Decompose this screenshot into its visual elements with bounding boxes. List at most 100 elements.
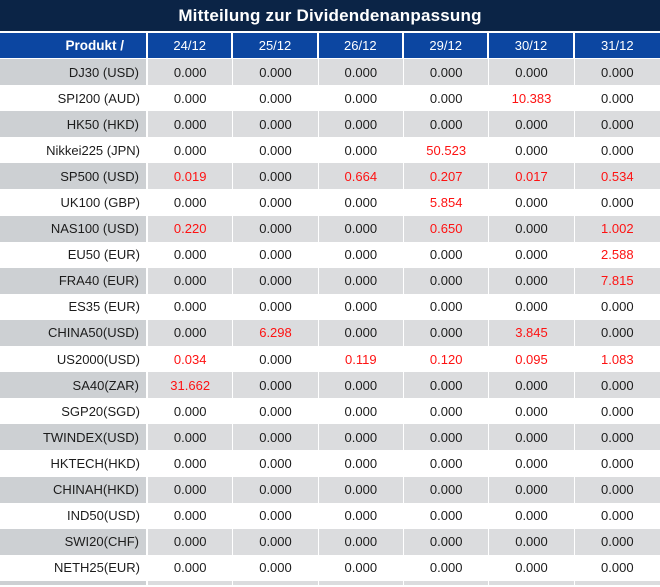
table-row: SA40(ZAR) 31.662 0.000 0.000 0.000 0.000 0.000 bbox=[0, 372, 660, 399]
date-column-header: 31/12 bbox=[574, 33, 660, 58]
cutoff-value-segment bbox=[574, 580, 660, 585]
value-cell: 0.207 bbox=[404, 163, 490, 190]
table-row: Nikkei225 (JPN) 0.000 0.000 0.000 50.523 0.00… bbox=[0, 137, 660, 164]
value-cell: 0.000 bbox=[318, 215, 404, 242]
value-cell: 6.298 bbox=[233, 319, 319, 347]
value-cell: 0.000 bbox=[318, 372, 404, 399]
value-cell: 0.000 bbox=[318, 59, 404, 86]
value-cell: 0.017 bbox=[489, 163, 575, 190]
value-cell: 0.000 bbox=[404, 424, 490, 451]
table-row: DJ30 (USD) 0.000 0.000 0.000 0.000 0.000 0.000 bbox=[0, 59, 660, 86]
value-cell: 0.000 bbox=[318, 424, 404, 451]
value-cell: 5.854 bbox=[404, 189, 490, 216]
value-cell: 0.000 bbox=[233, 267, 319, 294]
value-cell: 0.000 bbox=[489, 554, 575, 581]
value-cell: 0.000 bbox=[148, 111, 234, 138]
value-cell: 0.000 bbox=[404, 111, 490, 138]
table-row: UK100 (GBP) 0.000 0.000 0.000 5.854 0.000 0.00… bbox=[0, 189, 660, 216]
table-row: HKTECH(HKD) 0.000 0.000 0.000 0.000 0.000 0.00… bbox=[0, 450, 660, 477]
value-cell: 0.000 bbox=[318, 111, 404, 138]
value-cell: 0.000 bbox=[489, 189, 575, 216]
product-cell: CHINA50(USD) bbox=[0, 319, 148, 347]
title-bar: Mitteilung zur Dividendenanpassung bbox=[0, 0, 660, 33]
value-cell: 0.000 bbox=[233, 398, 319, 425]
value-cell: 0.000 bbox=[233, 137, 319, 164]
value-cell: 0.000 bbox=[233, 424, 319, 451]
value-cell: 0.220 bbox=[148, 215, 234, 242]
date-column-header: 30/12 bbox=[489, 33, 575, 58]
value-cell: 0.000 bbox=[489, 476, 575, 503]
value-cell: 0.000 bbox=[489, 59, 575, 86]
value-cell: 0.000 bbox=[404, 554, 490, 581]
table-row: SPI200 (AUD) 0.000 0.000 0.000 0.000 10.383 0.… bbox=[0, 85, 660, 112]
value-cell: 0.000 bbox=[574, 398, 660, 425]
table-row: CHINAH(HKD) 0.000 0.000 0.000 0.000 0.000 0.00… bbox=[0, 476, 660, 503]
value-cell: 0.000 bbox=[318, 554, 404, 581]
value-cell: 1.002 bbox=[574, 215, 660, 242]
value-cell: 0.000 bbox=[574, 137, 660, 164]
value-cell: 0.000 bbox=[148, 189, 234, 216]
product-cell: IND50(USD) bbox=[0, 502, 148, 529]
table-row: HK50 (HKD) 0.000 0.000 0.000 0.000 0.000 0.000 bbox=[0, 111, 660, 138]
value-cell: 0.000 bbox=[233, 241, 319, 268]
value-cell: 0.000 bbox=[404, 476, 490, 503]
value-cell: 0.000 bbox=[404, 372, 490, 399]
value-cell: 0.000 bbox=[404, 267, 490, 294]
value-cell: 0.000 bbox=[233, 215, 319, 242]
value-cell: 0.000 bbox=[489, 111, 575, 138]
value-cell: 0.000 bbox=[148, 424, 234, 451]
value-cell: 0.000 bbox=[148, 450, 234, 477]
value-cell: 0.000 bbox=[148, 554, 234, 581]
value-cell: 0.000 bbox=[233, 163, 319, 190]
value-cell: 0.000 bbox=[233, 85, 319, 112]
value-cell: 50.523 bbox=[404, 137, 490, 164]
value-cell: 0.000 bbox=[404, 502, 490, 529]
value-cell: 0.000 bbox=[489, 450, 575, 477]
value-cell: 0.000 bbox=[574, 528, 660, 555]
value-cell: 0.000 bbox=[489, 215, 575, 242]
value-cell: 0.000 bbox=[148, 476, 234, 503]
value-cell: 1.083 bbox=[574, 346, 660, 373]
value-cell: 3.845 bbox=[489, 319, 575, 347]
value-cell: 0.000 bbox=[318, 137, 404, 164]
table-row: SGP20(SGD) 0.000 0.000 0.000 0.000 0.000 0.000 bbox=[0, 398, 660, 425]
value-cell: 0.000 bbox=[318, 293, 404, 320]
value-cell: 0.000 bbox=[574, 502, 660, 529]
table-row: TWINDEX(USD) 0.000 0.000 0.000 0.000 0.000 0.0… bbox=[0, 424, 660, 451]
value-cell: 0.000 bbox=[489, 528, 575, 555]
value-cell: 0.664 bbox=[318, 163, 404, 190]
cutoff-value-segment bbox=[318, 580, 404, 585]
value-cell: 0.000 bbox=[318, 450, 404, 477]
cutoff-value-segment bbox=[233, 580, 319, 585]
value-cell: 0.000 bbox=[574, 85, 660, 112]
value-cell: 0.000 bbox=[489, 424, 575, 451]
date-column-header: 26/12 bbox=[318, 33, 404, 58]
value-cell: 0.000 bbox=[148, 528, 234, 555]
value-cell: 0.000 bbox=[318, 528, 404, 555]
value-cell: 0.119 bbox=[318, 346, 404, 373]
table-row: NAS100 (USD) 0.220 0.000 0.000 0.650 0.000 1.0… bbox=[0, 215, 660, 242]
value-cell: 0.000 bbox=[574, 554, 660, 581]
product-cell: UK100 (GBP) bbox=[0, 189, 148, 216]
value-cell: 0.000 bbox=[489, 398, 575, 425]
value-cell: 0.000 bbox=[489, 267, 575, 294]
table-row: SWI20(CHF) 0.000 0.000 0.000 0.000 0.000 0.000 bbox=[0, 528, 660, 555]
value-cell: 0.534 bbox=[574, 163, 660, 190]
table-row: CHINA50(USD) 0.000 6.298 0.000 0.000 3.845 0.0… bbox=[0, 319, 660, 347]
product-cell: HKTECH(HKD) bbox=[0, 450, 148, 477]
value-cell: 0.034 bbox=[148, 346, 234, 373]
product-cell: TWINDEX(USD) bbox=[0, 424, 148, 451]
value-cell: 0.000 bbox=[233, 59, 319, 86]
value-cell: 0.000 bbox=[574, 293, 660, 320]
product-cell: NETH25(EUR) bbox=[0, 554, 148, 581]
product-cell: SGP20(SGD) bbox=[0, 398, 148, 425]
value-cell: 0.000 bbox=[148, 502, 234, 529]
value-cell: 0.000 bbox=[574, 59, 660, 86]
product-cell: FRA40 (EUR) bbox=[0, 267, 148, 294]
value-cell: 0.000 bbox=[318, 241, 404, 268]
value-cell: 0.000 bbox=[233, 554, 319, 581]
value-cell: 0.000 bbox=[318, 502, 404, 529]
value-cell: 0.120 bbox=[404, 346, 490, 373]
value-cell: 0.000 bbox=[574, 319, 660, 347]
value-cell: 0.000 bbox=[574, 372, 660, 399]
